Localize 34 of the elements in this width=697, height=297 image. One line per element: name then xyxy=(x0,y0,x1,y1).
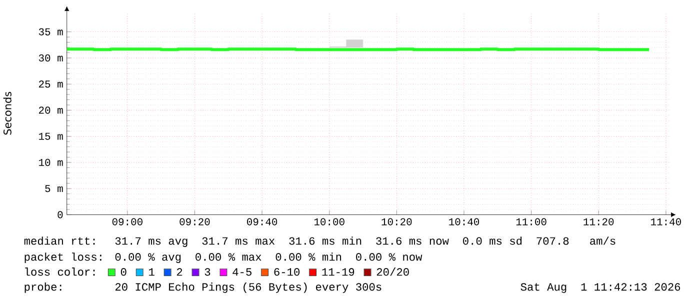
x-tick-label: 11:00 xyxy=(516,218,546,226)
x-tick-label: 10:40 xyxy=(449,218,480,226)
legend-label: 0 xyxy=(120,268,126,276)
y-tick-label: 35 m xyxy=(38,28,63,36)
text: 31.7 ms avg 31.7 ms max 31.6 ms min 31.6 ms now 0.0 ms sd 707.8 am/s xyxy=(115,236,616,248)
y-axis-title: Seconds xyxy=(3,92,12,135)
legend-label: 20/20 xyxy=(376,268,409,276)
x-tick-label: 09:20 xyxy=(180,218,210,226)
y-tick-label: 10 m xyxy=(39,159,63,166)
y-tick-label: 0 xyxy=(58,211,63,218)
y-tick-label: 15 m xyxy=(39,133,63,140)
legend-title: loss color: xyxy=(25,268,95,276)
text: packet loss: xyxy=(24,252,102,264)
legend-label: 1 xyxy=(149,268,154,276)
text: probe: xyxy=(24,282,62,294)
x-tick-label: 10:00 xyxy=(314,218,344,226)
text: median rtt: xyxy=(24,236,95,246)
y-tick-label: 25 m xyxy=(39,80,63,88)
x-tick-label: 09:40 xyxy=(247,218,278,226)
y-tick-label: 30 m xyxy=(38,54,63,62)
x-tick-label: 10:20 xyxy=(382,218,412,226)
y-tick-label: 20 m xyxy=(39,106,63,114)
y-tick-label: 5 m xyxy=(45,185,63,192)
text: 0.00 % avg 0.00 % max 0.00 % min 0.00 % now xyxy=(115,252,422,264)
text: 20 ICMP Echo Pings (56 Bytes) every 300s xyxy=(115,282,382,294)
x-tick-label: 11:20 xyxy=(584,218,614,226)
legend-label: 6-10 xyxy=(274,268,300,276)
x-tick-label: 11:40 xyxy=(651,218,681,226)
legend-label: 4-5 xyxy=(232,268,252,276)
x-tick-label: 09:00 xyxy=(112,218,142,226)
legend-label: 2 xyxy=(176,268,182,276)
text: Sat Aug 1 11:42:13 2026 xyxy=(520,283,680,294)
legend-label: 3 xyxy=(204,268,210,276)
legend-label: 11-19 xyxy=(322,268,354,276)
